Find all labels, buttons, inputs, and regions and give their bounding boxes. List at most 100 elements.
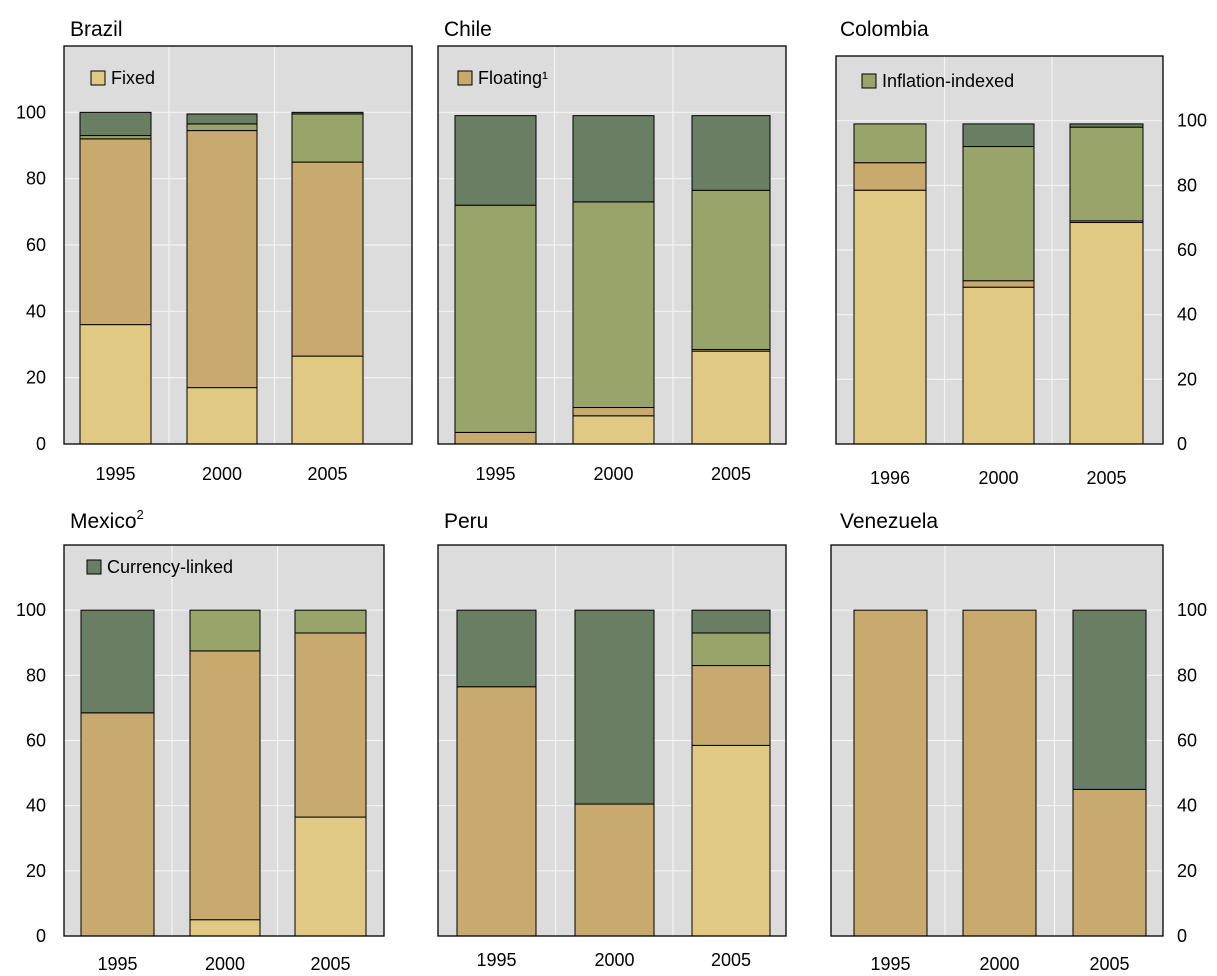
y-tick-label: 80 bbox=[26, 665, 46, 685]
y-tick-label: 20 bbox=[26, 368, 46, 388]
bar-segment-currency-linked-2005 bbox=[1072, 609, 1147, 790]
x-tick-label: 1995 bbox=[475, 464, 515, 484]
bar-segment-fixed-2000 bbox=[962, 286, 1035, 445]
panel-colombia: 1996 2000 2005 0 20 40 60 80 100 Colombia Inflatio… bbox=[835, 18, 1207, 488]
bar-segment-fixed-2000 bbox=[189, 919, 261, 937]
panel-title: Colombia bbox=[840, 18, 929, 41]
y-tick-label: 40 bbox=[26, 796, 46, 816]
y-tick-label: 60 bbox=[1177, 731, 1197, 751]
panel-venezuela: 1995 2000 2005 0 20 40 60 80 100 Venezuela bbox=[830, 510, 1207, 974]
bar-segment-floating-1995 bbox=[853, 609, 928, 937]
plot-frame bbox=[437, 544, 787, 937]
bar-segment-fixed-2005 bbox=[1069, 222, 1144, 445]
legend-mexico: Currency-linked bbox=[86, 557, 233, 577]
legend-colombia: Inflation-indexed bbox=[861, 71, 1014, 91]
bar-segment-currency-linked-2005 bbox=[691, 609, 771, 634]
bar-segment-floating-2005 bbox=[291, 161, 364, 357]
bar-segment-inflation-indexed-2005 bbox=[691, 189, 771, 350]
x-tick-label: 2000 bbox=[593, 464, 633, 484]
bar-segment-inflation-indexed-2005 bbox=[1069, 126, 1144, 222]
bar-segment-inflation-indexed-2005 bbox=[291, 113, 364, 163]
bar-segment-floating-2005 bbox=[691, 665, 771, 746]
x-tick-label: 2000 bbox=[979, 954, 1019, 974]
bar-segment-currency-linked-2005 bbox=[291, 111, 364, 115]
bar-segment-fixed-2005 bbox=[691, 744, 771, 937]
y-tick-label: 40 bbox=[1177, 305, 1197, 325]
bar-segment-fixed-2000 bbox=[186, 387, 258, 445]
x-tick-label: 2005 bbox=[1086, 468, 1126, 488]
bar-segment-currency-linked-2005 bbox=[1069, 123, 1144, 128]
panel-chile: 1995 2000 2005 Chile Floating¹ bbox=[437, 18, 787, 484]
y-tick-label: 60 bbox=[26, 235, 46, 255]
x-tick-label: 2000 bbox=[202, 464, 242, 484]
panel-peru: 1995 2000 2005 Peru bbox=[437, 510, 787, 970]
legend-label: Currency-linked bbox=[107, 557, 233, 577]
y-tick-label: 20 bbox=[1177, 861, 1197, 881]
bar-segment-floating-2000 bbox=[189, 650, 261, 921]
bar-segment-inflation-indexed-2000 bbox=[572, 201, 655, 409]
bar-segment-floating-2000 bbox=[962, 609, 1037, 937]
bar-segment-inflation-indexed-1996 bbox=[853, 123, 927, 164]
y-tick-label: 60 bbox=[1177, 240, 1197, 260]
bar-segment-currency-linked-2000 bbox=[572, 115, 655, 203]
y-tick-label: 100 bbox=[16, 102, 46, 122]
bar-segment-currency-linked-1995 bbox=[79, 111, 152, 137]
y-tick-label: 20 bbox=[1177, 369, 1197, 389]
bar-segment-floating-1995 bbox=[454, 431, 537, 445]
legend-brazil: Fixed bbox=[90, 68, 155, 88]
bar-segment-fixed-1996 bbox=[853, 189, 927, 445]
y-tick-label: 40 bbox=[1177, 796, 1197, 816]
legend-swatch bbox=[861, 73, 877, 89]
x-tick-label: 1995 bbox=[97, 954, 137, 974]
bar-segment-currency-linked-2000 bbox=[962, 123, 1035, 148]
plot-frame bbox=[63, 544, 385, 937]
bar-segment-inflation-indexed-1995 bbox=[454, 204, 537, 433]
bar-segment-fixed-2005 bbox=[294, 816, 367, 937]
x-tick-label: 2000 bbox=[205, 954, 245, 974]
y-tick-label: 20 bbox=[26, 861, 46, 881]
x-tick-label: 1996 bbox=[870, 468, 910, 488]
x-tick-label: 2005 bbox=[310, 954, 350, 974]
x-tick-label: 2005 bbox=[1089, 954, 1129, 974]
panel-title: Venezuela bbox=[840, 510, 938, 533]
bar-segment-inflation-indexed-2005 bbox=[691, 632, 771, 667]
legend-label: Inflation-indexed bbox=[882, 71, 1014, 91]
y-tick-label: 100 bbox=[16, 600, 46, 620]
bar-segment-floating-2005 bbox=[294, 632, 367, 818]
x-tick-label: 1995 bbox=[476, 950, 516, 970]
panel-mexico: 1995 2000 2005 0 20 40 60 80 100 Mexico2 Currency-… bbox=[16, 507, 385, 974]
bar-segment-currency-linked-2000 bbox=[186, 113, 258, 125]
bar-segment-floating-2000 bbox=[186, 130, 258, 389]
y-tick-label: 40 bbox=[26, 301, 46, 321]
bar-segment-inflation-indexed-2000 bbox=[962, 146, 1035, 282]
bar-segment-inflation-indexed-2000 bbox=[186, 123, 258, 132]
x-tick-label: 2000 bbox=[978, 468, 1018, 488]
x-tick-label: 1995 bbox=[95, 464, 135, 484]
legend-chile: Floating¹ bbox=[457, 68, 548, 88]
plot-frame bbox=[835, 55, 1164, 445]
y-tick-label: 100 bbox=[1177, 111, 1207, 131]
x-tick-label: 2005 bbox=[711, 464, 751, 484]
bar-segment-floating-1995 bbox=[456, 686, 537, 937]
legend-swatch bbox=[86, 559, 102, 575]
bar-segment-floating-1995 bbox=[79, 138, 152, 326]
bar-segment-currency-linked-1995 bbox=[456, 609, 537, 688]
legend-label: Floating¹ bbox=[478, 68, 548, 88]
plot-frame bbox=[63, 45, 413, 445]
bar-segment-fixed-2005 bbox=[691, 350, 771, 445]
bar-segment-currency-linked-2005 bbox=[691, 115, 771, 191]
x-tick-label: 2005 bbox=[307, 464, 347, 484]
panel-title: Mexico2 bbox=[70, 507, 144, 533]
x-tick-label: 1995 bbox=[870, 954, 910, 974]
panel-title: Peru bbox=[444, 510, 488, 533]
bar-segment-currency-linked-1995 bbox=[454, 115, 537, 206]
legend-swatch bbox=[457, 70, 473, 86]
bar-segment-currency-linked-2000 bbox=[574, 609, 655, 805]
bar-segment-inflation-indexed-2005 bbox=[294, 609, 367, 634]
bar-segment-floating-2000 bbox=[574, 803, 655, 937]
plot-frame bbox=[437, 45, 787, 445]
y-tick-label: 0 bbox=[36, 434, 46, 454]
y-tick-label: 80 bbox=[1177, 175, 1197, 195]
y-tick-label: 80 bbox=[1177, 665, 1197, 685]
